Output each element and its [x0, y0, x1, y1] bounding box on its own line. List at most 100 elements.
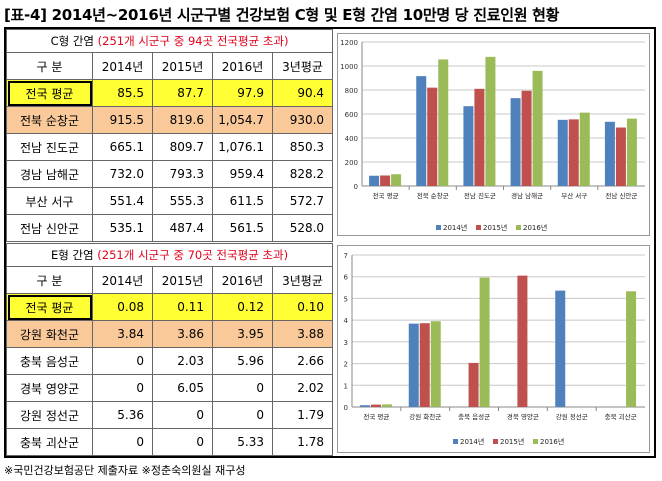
row-name: 경북 영양군	[6, 374, 93, 402]
header-cell: 구 분	[6, 52, 93, 80]
hepatitis-e-table: E형 간염 (251개 시군구 중 70곳 전국평균 초과) 구 분 2014년…	[6, 243, 333, 456]
bar	[474, 88, 485, 186]
legend-swatch	[493, 439, 498, 444]
legend-swatch	[436, 225, 441, 230]
caption-note: (251개 시군구 중 70곳 전국평균 초과)	[97, 248, 289, 262]
legend-label: 2016년	[540, 437, 564, 446]
bar	[380, 175, 391, 186]
header-cell: 3년평균	[271, 52, 334, 80]
row-name: 강원 정선군	[6, 401, 93, 429]
value-cell: 0.08	[92, 293, 153, 321]
table-header-row: 구 분 2014년 2015년 2016년 3년평균	[6, 266, 333, 294]
x-tick-label: 전남 진도군	[464, 191, 496, 200]
hepatitis-e-chart-svg: 0 1 2 3 4 5 6 7 전국 평균 강원 화천군 충북 음성군 경북 영양군 강원 정선군 충북 …	[344, 252, 645, 446]
y-tick-label: 600	[345, 111, 358, 119]
x-tick-label: 강원 정선군	[556, 412, 588, 421]
table-caption: C형 간염 (251개 시군구 중 94곳 전국평균 초과)	[5, 29, 334, 53]
x-tick-label: 전국 평균	[363, 412, 389, 421]
bar	[468, 362, 479, 407]
value-cell: 551.4	[92, 187, 153, 215]
bar	[557, 119, 568, 186]
legend-swatch	[476, 225, 481, 230]
bar	[369, 175, 380, 186]
value-cell: 0	[92, 347, 153, 375]
row-name: 충북 음성군	[6, 347, 93, 375]
legend-swatch	[533, 439, 538, 444]
bar	[391, 174, 402, 186]
row-name: 전남 신안군	[6, 214, 93, 242]
y-tick-label: 0	[354, 183, 358, 191]
value-cell: 3.95	[212, 320, 273, 348]
value-cell: 0	[152, 428, 213, 456]
table-row-national-average: 전국 평균 85.5 87.7 97.9 90.4	[6, 79, 334, 107]
value-cell: 5.33	[212, 428, 273, 456]
value-cell: 0.12	[212, 293, 273, 321]
value-cell: 528.0	[271, 214, 334, 242]
table-row: 강원 화천군 3.84 3.86 3.95 3.88	[6, 320, 333, 348]
legend-label: 2015년	[500, 437, 524, 446]
caption-note: (251개 시군구 중 94곳 전국평균 초과)	[97, 34, 289, 48]
value-cell: 5.96	[212, 347, 273, 375]
value-cell: 850.3	[271, 133, 334, 161]
x-tick-label: 충북 음성군	[458, 412, 490, 421]
y-tick-label: 0	[344, 404, 348, 412]
table-row: 경남 남해군 732.0 793.3 959.4 828.2	[6, 160, 334, 188]
value-cell: 90.4	[271, 79, 334, 107]
header-cell: 구 분	[6, 266, 93, 294]
bar	[479, 277, 490, 407]
table-row: 전남 신안군 535.1 487.4 561.5 528.0	[6, 214, 334, 242]
table-row: 강원 정선군 5.36 0 0 1.79	[6, 401, 333, 429]
page-title: [표-4] 2014년~2016년 시군구별 건강보험 C형 및 E형 간염 1…	[4, 6, 560, 24]
table-row: 전남 진도군 665.1 809.7 1,076.1 850.3	[6, 133, 334, 161]
x-tick-label: 전남 신안군	[605, 191, 637, 200]
bar	[615, 127, 626, 186]
value-cell: 611.5	[212, 187, 273, 215]
bar	[416, 76, 427, 186]
hepatitis-c-chart-svg: 0 200 400 600 800 1000 1200 전국 평균 전북 순창군 전남 진도군 경남…	[340, 39, 645, 232]
bar	[430, 321, 441, 407]
bar	[626, 118, 637, 186]
value-cell: 0.10	[272, 293, 333, 321]
x-tick-label: 강원 화천군	[409, 412, 441, 421]
bar	[517, 275, 528, 407]
legend-swatch	[453, 439, 458, 444]
value-cell: 97.9	[212, 79, 273, 107]
value-cell: 0.11	[152, 293, 213, 321]
value-cell: 487.4	[152, 214, 213, 242]
hepatitis-c-table: C형 간염 (251개 시군구 중 94곳 전국평균 초과) 구 분 2014년…	[5, 29, 334, 242]
value-cell: 0	[92, 374, 153, 402]
header-cell: 3년평균	[272, 266, 333, 294]
value-cell: 3.86	[152, 320, 213, 348]
value-cell: 2.03	[152, 347, 213, 375]
caption-main: E형 간염	[50, 248, 98, 262]
bar	[521, 90, 532, 186]
bar	[419, 323, 430, 407]
y-tick-label: 6	[344, 274, 349, 282]
value-cell: 561.5	[212, 214, 273, 242]
table-row: 전북 순창군 915.5 819.6 1,054.7 930.0	[6, 106, 334, 134]
value-cell: 0	[212, 401, 273, 429]
table-row: 부산 서구 551.4 555.3 611.5 572.7	[6, 187, 334, 215]
x-tick-label: 충북 괴산군	[605, 412, 637, 421]
y-tick-label: 2	[344, 361, 348, 369]
bar	[510, 98, 521, 186]
y-tick-label: 400	[345, 135, 358, 143]
x-tick-label: 전국 평균	[373, 191, 399, 200]
hepatitis-c-chart: 0 200 400 600 800 1000 1200 전국 평균 전북 순창군 전남 진도군 경남…	[337, 33, 650, 236]
source-footnote: ※국민건강보험공단 제출자료 ※정춘숙의원실 재구성	[4, 464, 246, 477]
table-row: 경북 영양군 0 6.05 0 2.02	[6, 374, 333, 402]
y-tick-label: 5	[344, 295, 348, 303]
table-header-row: 구 분 2014년 2015년 2016년 3년평균	[6, 52, 334, 80]
legend-swatch	[516, 225, 521, 230]
value-cell: 1.78	[272, 428, 333, 456]
value-cell: 2.02	[272, 374, 333, 402]
y-tick-label: 7	[344, 252, 348, 260]
bar	[438, 59, 449, 186]
header-cell: 2016년	[212, 266, 273, 294]
value-cell: 3.88	[272, 320, 333, 348]
bar	[626, 291, 637, 407]
row-name: 전남 진도군	[6, 133, 93, 161]
value-cell: 3.84	[92, 320, 153, 348]
x-tick-label: 경남 남해군	[511, 191, 543, 200]
bar	[370, 404, 381, 407]
